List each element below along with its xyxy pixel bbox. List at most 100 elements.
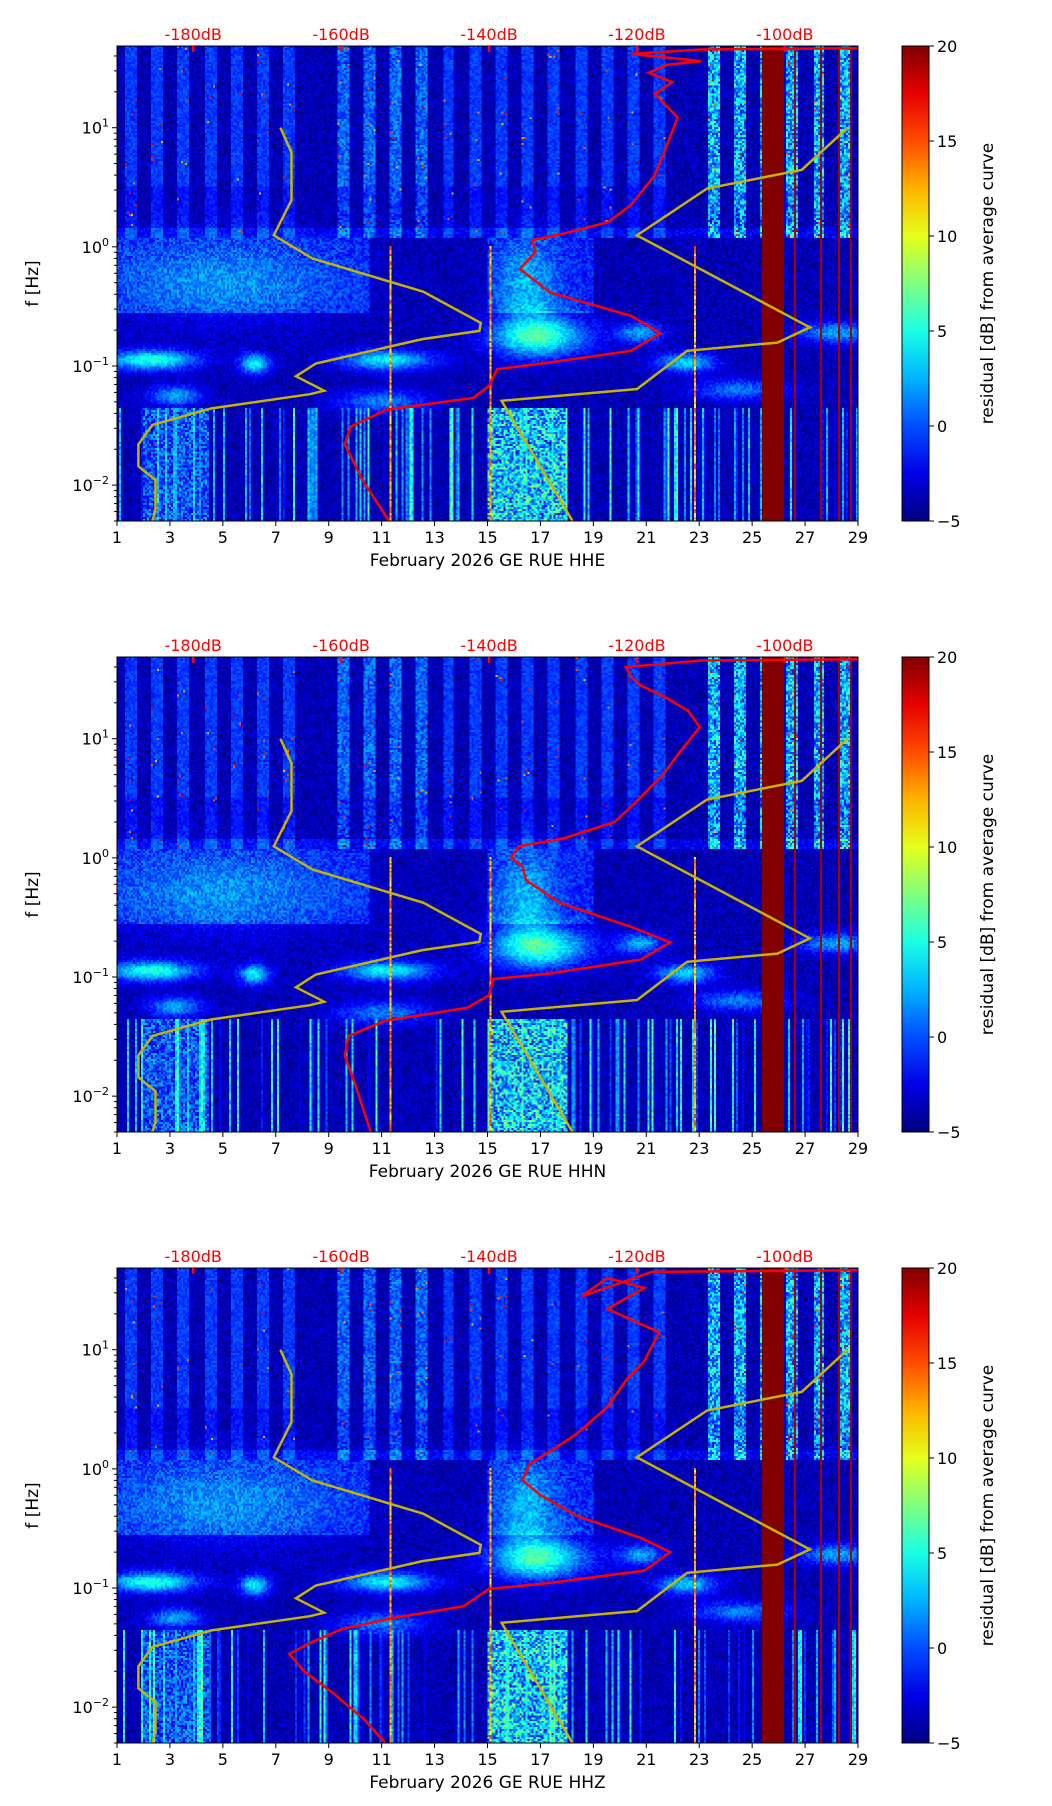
x-tick-label: 1 [112, 1750, 122, 1769]
x-tick-label: 27 [795, 1139, 815, 1158]
y-tick-label: 101 [82, 1339, 109, 1360]
x-axis-label: February 2026 GE RUE HHN [369, 1162, 606, 1182]
y-tick-exponent: 0 [102, 236, 109, 249]
y-tick-base: 10 [72, 357, 92, 376]
colorbar-tick-label: 20 [937, 1259, 957, 1278]
colorbar-tick-label: 10 [937, 227, 957, 246]
x-tick-label: 3 [165, 1750, 175, 1769]
y-axis-label: f [Hz] [23, 871, 43, 917]
x-tick-label: 7 [271, 1139, 281, 1158]
x-tick-label: 29 [848, 528, 868, 547]
x-tick-label: 25 [742, 1139, 762, 1158]
x-tick-label: 17 [530, 1139, 550, 1158]
y-tick-base: 10 [72, 1087, 92, 1106]
psd-curve-line [287, 1269, 858, 1743]
colorbar-tick-label: 20 [937, 648, 957, 667]
colorbar-tick-label: 10 [937, 1449, 957, 1468]
x-tick-label: 3 [165, 528, 175, 547]
x-tick-label: 1 [112, 528, 122, 547]
colorbar-tick-label: 15 [937, 132, 957, 151]
x-tick-label: 17 [530, 1750, 550, 1769]
noise-model-high-line [499, 1348, 849, 1743]
y-tick-base: 10 [72, 1579, 92, 1598]
x-tick-label: 7 [271, 528, 281, 547]
top-db-label: -120dB [608, 636, 665, 655]
x-tick-label: 23 [689, 1750, 709, 1769]
y-axis-label: f [Hz] [23, 1482, 43, 1528]
x-tick-label: 19 [583, 528, 603, 547]
x-tick-label: 9 [324, 1139, 334, 1158]
top-db-label: -100dB [756, 636, 813, 655]
x-tick-label: 17 [530, 528, 550, 547]
x-tick-label: 7 [271, 1750, 281, 1769]
x-tick-label: 5 [218, 1750, 228, 1769]
colorbar-tick-label: 0 [937, 1028, 947, 1047]
colorbar-tick-label: 20 [937, 37, 957, 56]
y-tick-base: 10 [72, 968, 92, 987]
noise-model-low-line [137, 738, 483, 1132]
x-tick-label: 13 [424, 1139, 444, 1158]
x-tick-label: 21 [636, 1750, 656, 1769]
x-tick-label: 13 [424, 528, 444, 547]
x-tick-label: 1 [112, 1139, 122, 1158]
y-tick-exponent: −1 [93, 966, 109, 979]
y-tick-exponent: 1 [102, 1339, 109, 1352]
colorbar-tick-label: 5 [937, 933, 947, 952]
noise-model-high-line [499, 737, 849, 1132]
x-tick-label: 15 [477, 1139, 497, 1158]
x-tick-label: 23 [689, 528, 709, 547]
colorbar-tick-label: −5 [937, 1734, 961, 1753]
noise-model-low-line [137, 1349, 483, 1743]
x-tick-label: 21 [636, 528, 656, 547]
top-db-label: -180dB [164, 25, 221, 44]
y-tick-label: 100 [82, 847, 109, 868]
spectrogram-image [117, 657, 858, 1132]
colorbar [901, 656, 930, 1133]
top-db-label: -100dB [756, 25, 813, 44]
noise-model-low-line [137, 127, 483, 521]
y-tick-exponent: 0 [102, 847, 109, 860]
x-tick-label: 29 [848, 1750, 868, 1769]
y-tick-exponent: −2 [93, 1696, 109, 1709]
x-tick-label: 11 [371, 528, 391, 547]
y-tick-base: 10 [82, 119, 102, 138]
noise-model-high-line [499, 126, 849, 521]
x-tick-label: 25 [742, 528, 762, 547]
colorbar-tick-label: 5 [937, 1544, 947, 1563]
x-tick-label: 27 [795, 528, 815, 547]
colorbar-tick-label: 15 [937, 743, 957, 762]
x-tick-label: 3 [165, 1139, 175, 1158]
y-tick-label: 10−1 [72, 966, 109, 987]
axes-frame [116, 656, 859, 1133]
top-db-label: -140dB [460, 1247, 517, 1266]
x-tick-label: 25 [742, 1750, 762, 1769]
x-tick-label: 21 [636, 1139, 656, 1158]
x-tick-label: 19 [583, 1750, 603, 1769]
y-tick-label: 10−1 [72, 355, 109, 376]
colorbar [901, 45, 930, 522]
y-axis-label: f [Hz] [23, 260, 43, 306]
y-tick-exponent: 0 [102, 1458, 109, 1471]
y-tick-base: 10 [82, 730, 102, 749]
y-tick-exponent: 1 [102, 728, 109, 741]
top-db-label: -160dB [312, 1247, 369, 1266]
colorbar-label: residual [dB] from average curve [978, 143, 998, 424]
y-tick-label: 101 [82, 728, 109, 749]
x-tick-label: 15 [477, 528, 497, 547]
axes-frame [116, 45, 859, 522]
y-tick-label: 10−2 [72, 1696, 109, 1717]
colorbar-label: residual [dB] from average curve [978, 1365, 998, 1646]
y-tick-base: 10 [82, 1341, 102, 1360]
y-tick-exponent: −1 [93, 1577, 109, 1590]
x-tick-label: 11 [371, 1139, 391, 1158]
y-tick-exponent: −1 [93, 355, 109, 368]
psd-curve-line [343, 47, 858, 521]
spectrogram-image [117, 46, 858, 521]
x-tick-label: 5 [218, 528, 228, 547]
top-db-label: -160dB [312, 25, 369, 44]
x-tick-label: 11 [371, 1750, 391, 1769]
